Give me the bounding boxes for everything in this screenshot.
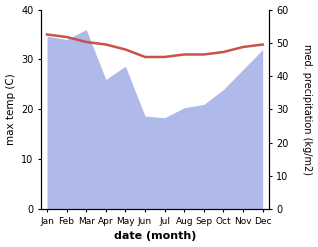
Y-axis label: med. precipitation (kg/m2): med. precipitation (kg/m2) — [302, 44, 313, 175]
Y-axis label: max temp (C): max temp (C) — [5, 74, 16, 145]
X-axis label: date (month): date (month) — [114, 231, 196, 242]
